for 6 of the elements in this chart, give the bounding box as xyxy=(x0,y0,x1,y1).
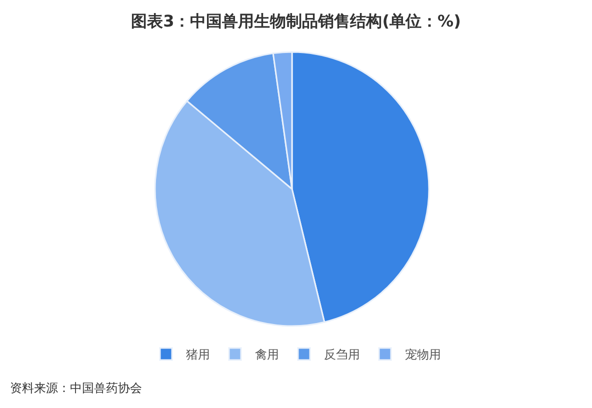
legend-label: 禽用 xyxy=(255,348,279,362)
legend-label: 反刍用 xyxy=(324,348,360,362)
legend-label: 猪用 xyxy=(186,348,210,362)
text: 资料来源：中国兽药协会 xyxy=(10,381,142,395)
legend-label: 宠物用 xyxy=(405,348,441,362)
chart-title: 图表3：中国兽用生物制品销售结构(单位：%) xyxy=(131,12,461,31)
